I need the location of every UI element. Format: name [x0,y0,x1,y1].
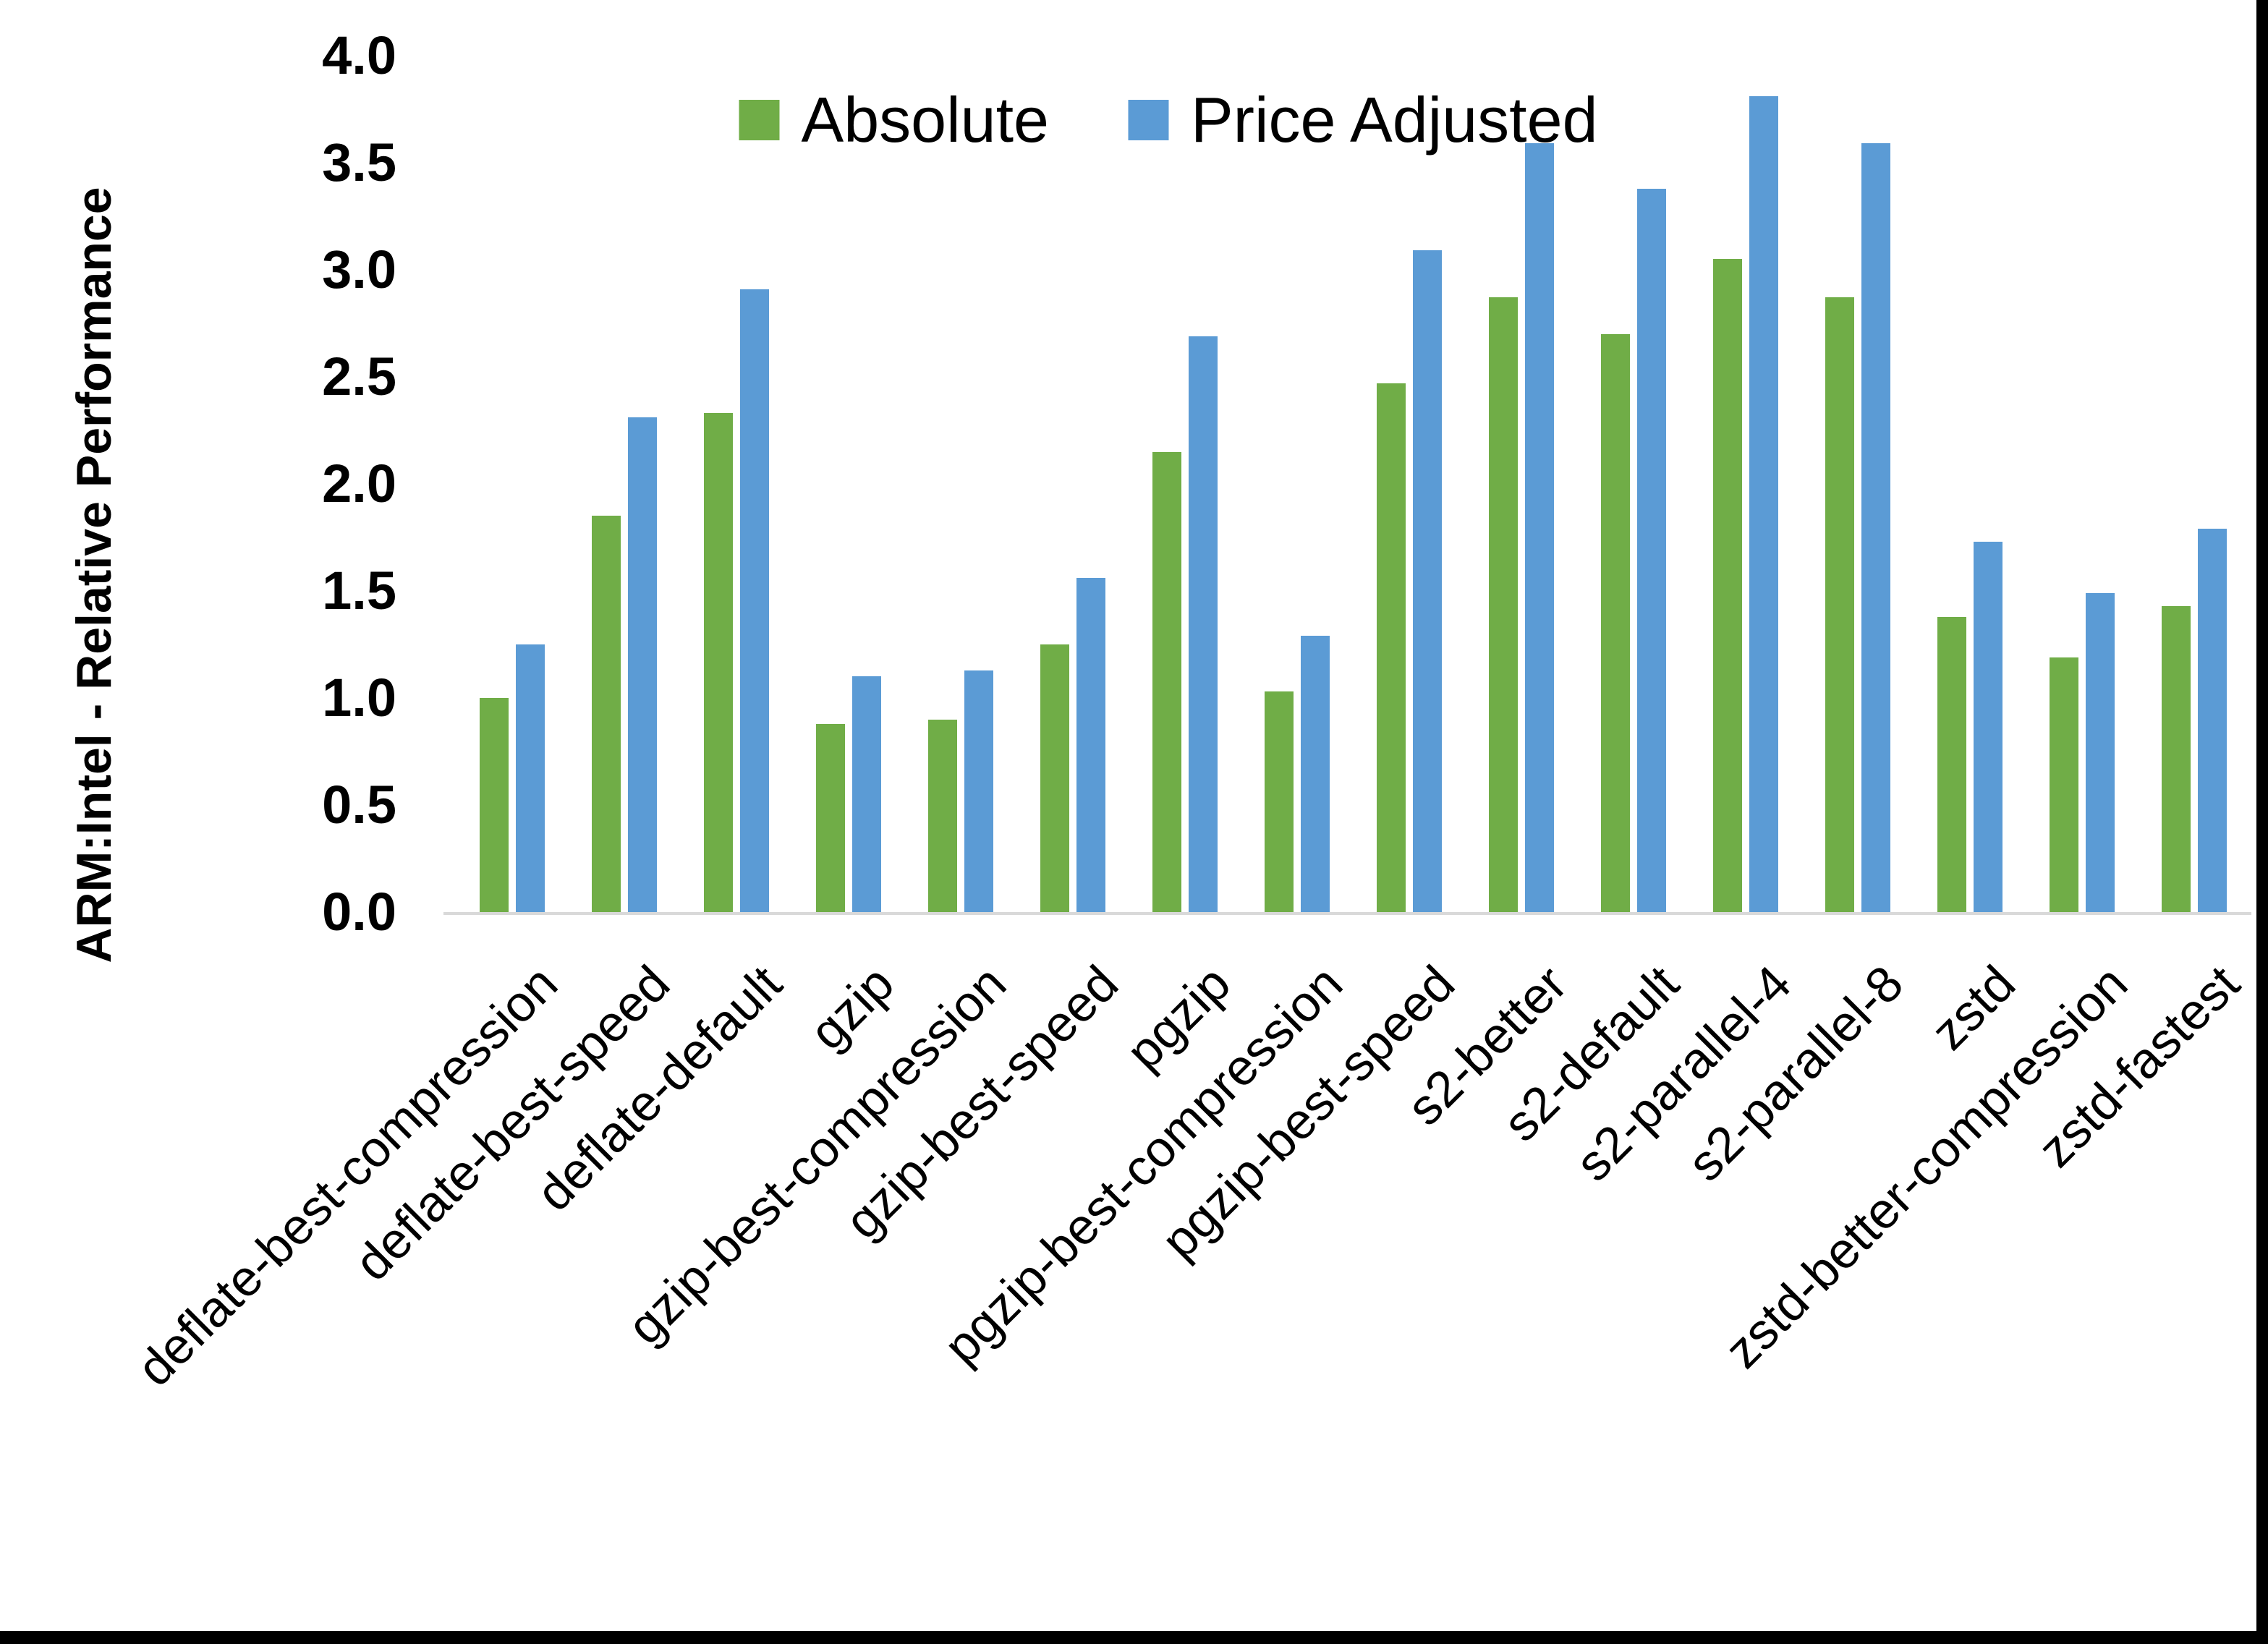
bar-absolute-deflate-best-compression[interactable] [479,698,509,912]
bar-absolute-s2-default[interactable] [1600,334,1630,912]
bar-price-adjusted-gzip[interactable] [851,676,881,912]
bar-absolute-s2-parallel-4[interactable] [1712,259,1742,912]
bar-absolute-gzip-best-compression[interactable] [927,720,957,912]
bar-price-adjusted-pgzip-best-compression[interactable] [1300,636,1330,912]
legend-label-absolute: Absolute [801,84,1049,156]
screenshot-right-border [2256,0,2268,1644]
x-axis-label-gzip: gzip [798,955,904,1061]
legend-label-price-adjusted: Price Adjusted [1190,84,1598,156]
y-tick-label-1.0: 1.0 [322,668,396,728]
legend-item-price-adjusted[interactable]: Price Adjusted [1128,84,1598,156]
absolute-series-swatch-icon [739,100,780,140]
legend-item-absolute[interactable]: Absolute [739,84,1049,156]
bar-absolute-s2-parallel-8[interactable] [1825,297,1854,912]
legend: Absolute Price Adjusted [739,84,1598,156]
x-axis-label-zstd: zstd [1919,955,2026,1061]
y-tick-label-1.5: 1.5 [322,561,396,621]
bar-price-adjusted-s2-better[interactable] [1524,143,1554,912]
x-axis-label-deflate-best-compression: deflate-best-compression [125,955,568,1397]
bar-price-adjusted-pgzip[interactable] [1188,336,1218,912]
screenshot-bottom-border [0,1631,2268,1644]
bar-absolute-deflate-default[interactable] [703,413,733,912]
x-axis-line [443,912,2251,915]
y-tick-label-0.5: 0.5 [322,775,396,835]
bar-price-adjusted-zstd[interactable] [1973,542,2002,912]
bar-price-adjusted-s2-parallel-4[interactable] [1749,96,1778,912]
y-tick-label-2.0: 2.0 [322,453,396,514]
y-tick-label-3.0: 3.0 [322,239,396,299]
bar-absolute-gzip-best-speed[interactable] [1040,644,1069,912]
bar-price-adjusted-deflate-best-compression[interactable] [515,644,545,912]
y-tick-label-2.5: 2.5 [322,346,396,406]
bar-price-adjusted-s2-default[interactable] [1636,189,1666,912]
bar-price-adjusted-gzip-best-speed[interactable] [1076,578,1105,912]
bar-price-adjusted-gzip-best-compression[interactable] [964,670,993,912]
bar-price-adjusted-zstd-fastest[interactable] [2197,529,2227,912]
bar-price-adjusted-zstd-better-compression[interactable] [2085,593,2115,912]
bar-absolute-pgzip-best-compression[interactable] [1264,691,1294,912]
bar-price-adjusted-pgzip-best-speed[interactable] [1412,250,1442,912]
bar-price-adjusted-s2-parallel-8[interactable] [1861,143,1890,912]
bar-absolute-zstd-fastest[interactable] [2161,606,2191,912]
y-tick-label-3.5: 3.5 [322,132,396,192]
bar-absolute-pgzip[interactable] [1152,452,1181,912]
bar-absolute-gzip[interactable] [815,724,845,912]
bar-absolute-s2-better[interactable] [1488,297,1518,912]
y-tick-label-4.0: 4.0 [322,25,396,85]
bar-absolute-pgzip-best-speed[interactable] [1376,383,1406,912]
bar-absolute-zstd-better-compression[interactable] [2049,657,2078,912]
price-adjusted-series-swatch-icon [1128,100,1169,140]
bar-price-adjusted-deflate-default[interactable] [739,289,769,912]
bar-price-adjusted-deflate-best-speed[interactable] [627,417,657,912]
bar-absolute-zstd[interactable] [1937,617,1966,912]
y-tick-label-0.0: 0.0 [322,882,396,942]
bar-absolute-deflate-best-speed[interactable] [591,516,621,912]
